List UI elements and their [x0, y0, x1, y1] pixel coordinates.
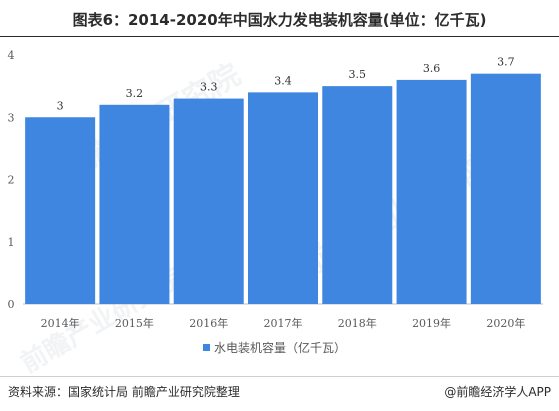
- footer-divider: [0, 376, 559, 377]
- data-label: 3.7: [497, 56, 515, 69]
- legend-swatch: [203, 344, 210, 351]
- brand-credit: @前瞻经济学人APP: [444, 385, 551, 399]
- x-tick-label: 2014年: [41, 316, 80, 330]
- title-divider: [0, 36, 559, 37]
- x-tick-label: 2020年: [486, 316, 525, 330]
- bar: [173, 98, 244, 304]
- bar: [396, 79, 467, 305]
- x-tick-label: 2015年: [115, 316, 154, 330]
- bar: [99, 104, 170, 304]
- data-label: 3.4: [274, 74, 292, 87]
- y-tick-label: 2: [8, 174, 15, 187]
- x-tick-label: 2019年: [412, 316, 451, 330]
- data-label: 3.5: [349, 68, 367, 81]
- x-tick-label: 2016年: [189, 316, 228, 330]
- bar: [248, 92, 318, 304]
- data-label: 3.3: [200, 81, 218, 94]
- data-label: 3: [57, 99, 64, 112]
- bar: [470, 73, 541, 304]
- x-tick-label: 2017年: [264, 316, 303, 330]
- x-tick-label: 2018年: [338, 316, 377, 330]
- data-label: 3.6: [423, 62, 441, 75]
- source-note: 资料来源：国家统计局 前瞻产业研究院整理: [8, 385, 240, 399]
- y-tick-label: 1: [8, 236, 15, 249]
- legend-label: 水电装机容量（亿千瓦）: [214, 340, 346, 355]
- y-tick-label: 3: [8, 111, 15, 124]
- y-tick-label: 0: [8, 298, 15, 311]
- y-tick-label: 4: [8, 49, 15, 62]
- bar: [25, 117, 96, 304]
- bar: [322, 86, 393, 304]
- data-label: 3.2: [126, 87, 144, 100]
- chart-title: 图表6：2014-2020年中国水力发电装机容量(单位：亿千瓦): [72, 11, 487, 29]
